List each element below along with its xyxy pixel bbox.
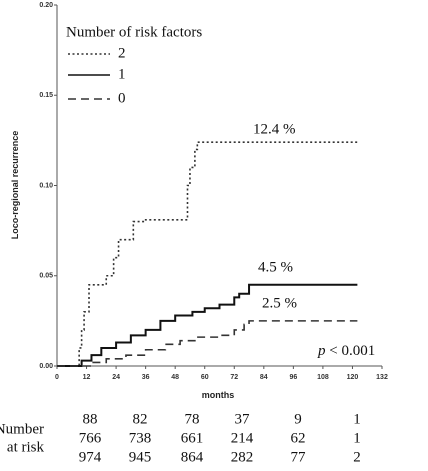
risk-table-title: at risk bbox=[7, 439, 45, 455]
y-tick-label: 0.15 bbox=[39, 92, 53, 99]
p-text: < 0.001 bbox=[329, 343, 375, 359]
risk-table-cell: 282 bbox=[231, 449, 254, 465]
risk-table-cell: 766 bbox=[79, 430, 102, 446]
y-tick-label: 0.20 bbox=[39, 2, 53, 9]
x-tick-label: 72 bbox=[230, 374, 238, 381]
step-line bbox=[57, 283, 358, 367]
risk-table-cell: 88 bbox=[83, 411, 98, 427]
risk-table-cell: 738 bbox=[129, 430, 152, 446]
x-axis-label: months bbox=[202, 390, 235, 400]
x-tick-label: 12 bbox=[83, 374, 91, 381]
annotation: 12.4 % bbox=[253, 121, 296, 137]
risk-table-cell: 78 bbox=[185, 411, 200, 427]
step-line bbox=[57, 320, 358, 367]
x-tick-label: 84 bbox=[260, 374, 268, 381]
risk-table-cell: 661 bbox=[181, 430, 204, 446]
risk-table-cell: 974 bbox=[79, 449, 102, 465]
annotation: 2.5 % bbox=[262, 295, 297, 311]
risk-table-cell: 864 bbox=[181, 449, 204, 465]
x-tick-label: 48 bbox=[171, 374, 179, 381]
y-axis-label: Loco-regional recurrence bbox=[10, 131, 20, 240]
risk-table-cell: 9 bbox=[294, 411, 302, 427]
risk-table-cell: 1 bbox=[353, 430, 361, 446]
x-tick-label: 96 bbox=[289, 374, 297, 381]
legend-label: 0 bbox=[118, 90, 126, 106]
y-tick-label: 0.00 bbox=[39, 363, 53, 370]
risk-table-cell: 37 bbox=[235, 411, 251, 427]
x-tick-label: 36 bbox=[142, 374, 150, 381]
x-tick-label: 132 bbox=[376, 374, 388, 381]
p-value: p < 0.001 bbox=[317, 343, 375, 359]
legend-title: Number of risk factors bbox=[66, 24, 202, 40]
x-tick-label: 24 bbox=[112, 374, 120, 381]
legend-label: 2 bbox=[118, 45, 126, 61]
y-tick-label: 0.05 bbox=[39, 273, 53, 280]
x-tick-label: 0 bbox=[55, 374, 59, 381]
risk-table-cell: 82 bbox=[133, 411, 148, 427]
x-tick-label: 60 bbox=[201, 374, 209, 381]
risk-table-cell: 77 bbox=[291, 449, 307, 465]
risk-table-cell: 62 bbox=[291, 430, 306, 446]
risk-table-title: Number bbox=[0, 421, 44, 437]
step-line bbox=[57, 141, 358, 367]
p-symbol: p bbox=[317, 343, 326, 359]
risk-table-cell: 2 bbox=[353, 449, 361, 465]
x-tick-label: 108 bbox=[317, 374, 329, 381]
risk-table-cell: 214 bbox=[231, 430, 254, 446]
legend-label: 1 bbox=[118, 66, 126, 82]
risk-table-cell: 1 bbox=[353, 411, 361, 427]
risk-table-cell: 945 bbox=[129, 449, 152, 465]
y-tick-label: 0.10 bbox=[39, 182, 53, 189]
x-tick-label: 120 bbox=[347, 374, 359, 381]
annotation: 4.5 % bbox=[258, 259, 293, 275]
